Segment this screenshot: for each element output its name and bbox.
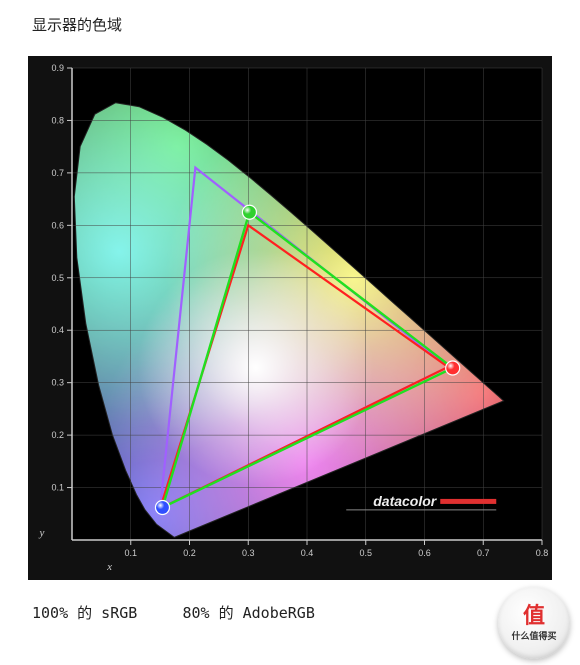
svg-text:0.3: 0.3: [51, 378, 64, 388]
caption-text: 100% 的 sRGB 80% 的 AdobeRGB: [32, 602, 315, 623]
badge-main: 值: [523, 605, 545, 627]
svg-text:0.2: 0.2: [51, 430, 64, 440]
svg-text:0.7: 0.7: [51, 168, 64, 178]
svg-text:0.8: 0.8: [536, 548, 549, 558]
svg-text:0.1: 0.1: [124, 548, 137, 558]
svg-text:0.9: 0.9: [51, 63, 64, 73]
chromaticity-chart: 0.1 0.2 0.3 0.4 0.5 0.6 0.7 0.8 0.1 0.2 0.3 0.4 0.5 0…: [28, 56, 552, 580]
svg-text:0.8: 0.8: [51, 115, 64, 125]
svg-text:0.4: 0.4: [51, 325, 64, 335]
svg-text:0.5: 0.5: [359, 548, 372, 558]
datacolor-watermark: datacolor: [373, 493, 438, 509]
site-badge: 值 什么值得买: [498, 587, 570, 659]
badge-sub: 什么值得买: [511, 629, 556, 642]
svg-text:0.1: 0.1: [51, 483, 64, 493]
page-title: 显示器的色域: [32, 14, 122, 35]
svg-text:0.7: 0.7: [477, 548, 490, 558]
svg-text:0.5: 0.5: [51, 273, 64, 283]
svg-text:0.2: 0.2: [183, 548, 196, 558]
chart-svg: 0.1 0.2 0.3 0.4 0.5 0.6 0.7 0.8 0.1 0.2 0.3 0.4 0.5 0…: [28, 56, 552, 580]
svg-text:0.6: 0.6: [418, 548, 431, 558]
svg-text:0.6: 0.6: [51, 220, 64, 230]
svg-text:0.3: 0.3: [242, 548, 255, 558]
svg-text:y: y: [39, 527, 45, 539]
svg-text:x: x: [106, 561, 112, 573]
svg-text:0.4: 0.4: [301, 548, 314, 558]
